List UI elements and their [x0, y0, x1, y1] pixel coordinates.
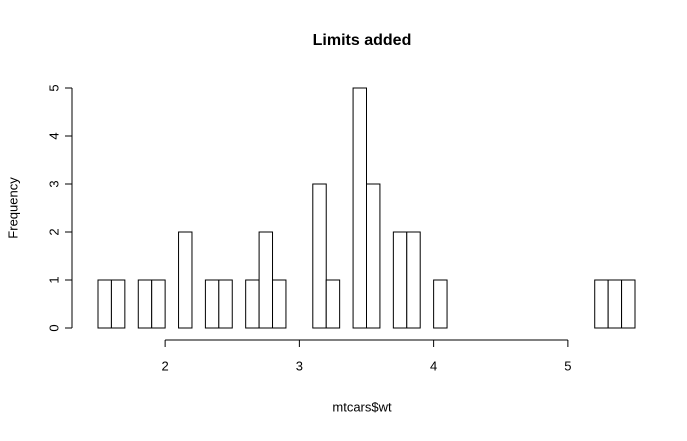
y-axis-label: Frequency [5, 177, 20, 239]
bar [392, 231, 408, 329]
y-tick-label: 0 [46, 324, 61, 331]
y-tick-label: 1 [46, 276, 61, 283]
bar [151, 279, 166, 329]
x-axis-label: mtcars$wt [332, 399, 392, 414]
y-tick-label: 2 [46, 228, 61, 235]
bar [204, 279, 220, 329]
x-tick-label: 3 [296, 358, 303, 373]
chart-title: Limits added [313, 32, 412, 49]
bar [621, 279, 636, 329]
y-tick-label: 3 [46, 180, 61, 187]
bar [218, 279, 233, 329]
bar [110, 279, 126, 329]
bar [607, 279, 623, 329]
y-tick-label: 4 [46, 132, 61, 139]
y-tick-label: 5 [46, 84, 61, 91]
bar [258, 231, 274, 329]
bar [366, 183, 381, 329]
bar [97, 279, 112, 329]
bar [433, 279, 448, 329]
bar [312, 183, 327, 329]
bar [245, 279, 260, 329]
bar [137, 279, 153, 329]
x-tick-label: 2 [162, 358, 169, 373]
x-tick-label: 5 [564, 358, 571, 373]
bar [325, 279, 341, 329]
bar [352, 87, 368, 329]
bar [272, 279, 287, 329]
x-tick-label: 4 [430, 358, 437, 373]
bar [594, 279, 609, 329]
bar [406, 231, 421, 329]
bar [178, 231, 193, 329]
